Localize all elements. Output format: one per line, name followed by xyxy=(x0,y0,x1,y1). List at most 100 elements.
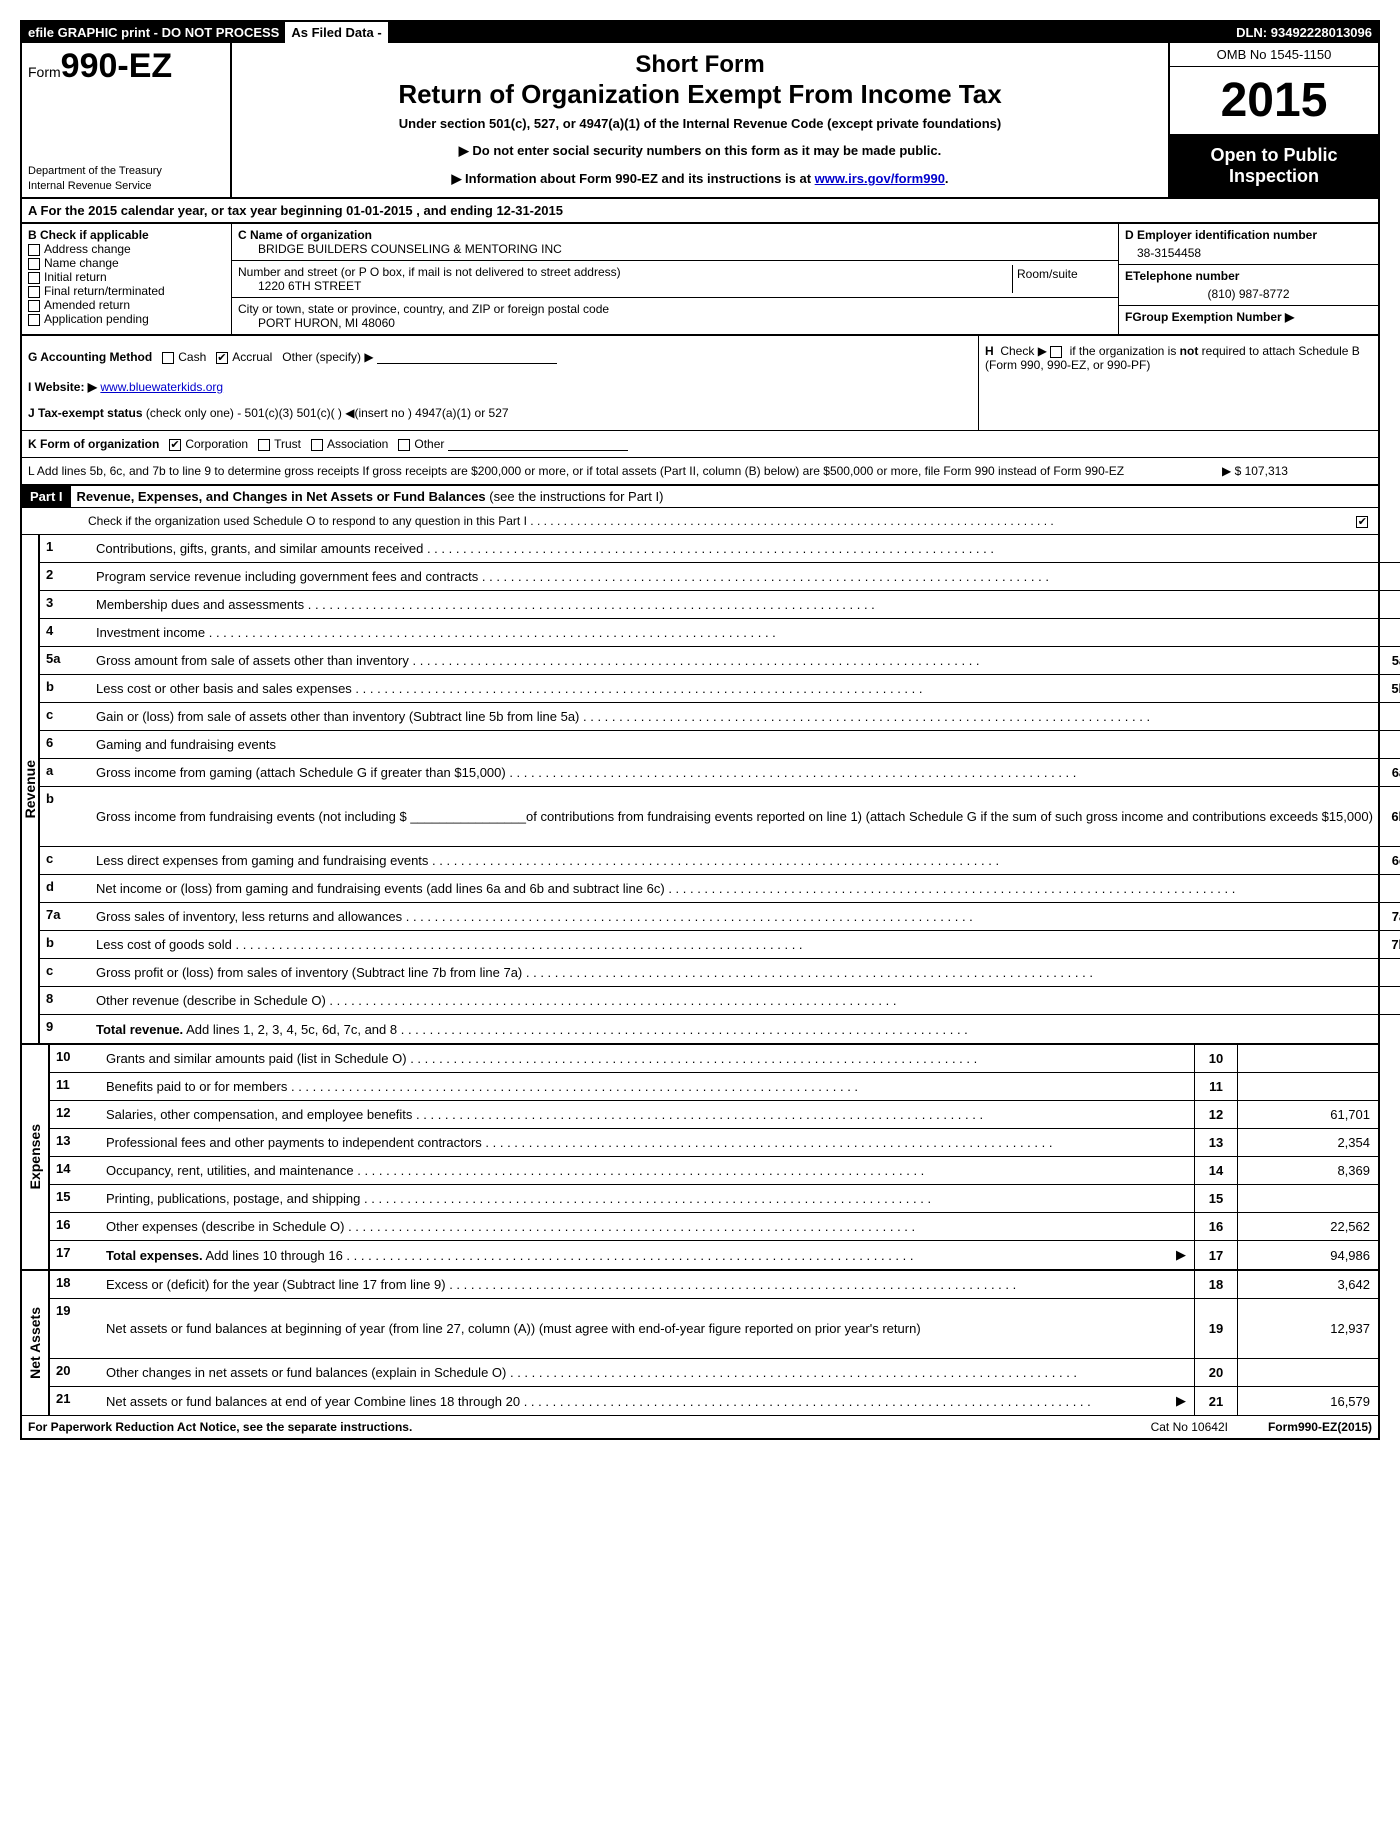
chk-trust[interactable] xyxy=(258,439,270,451)
line-value: 2,354 xyxy=(1238,1129,1378,1156)
line-box-number: 13 xyxy=(1194,1129,1238,1156)
label-other: Other (specify) ▶ xyxy=(282,350,373,364)
table-row: 9Total revenue. Add lines 1, 2, 3, 4, 5c… xyxy=(40,1015,1400,1043)
expenses-section: Expenses 10Grants and similar amounts pa… xyxy=(22,1045,1378,1271)
sub-line-box: 5b xyxy=(1379,675,1400,702)
footer-right: Form990-EZ(2015) xyxy=(1268,1420,1372,1434)
line-number: 16 xyxy=(50,1213,100,1240)
chk-name[interactable]: Name change xyxy=(28,256,225,270)
topbar-spacer xyxy=(390,22,1230,43)
table-row: 6Gaming and fundraising events xyxy=(40,731,1400,759)
table-row: cGain or (loss) from sale of assets othe… xyxy=(40,703,1400,731)
chk-other-org[interactable] xyxy=(398,439,410,451)
line-k: K Form of organization Corporation Trust… xyxy=(22,431,1378,458)
line-number: 7a xyxy=(40,903,90,930)
table-row: aGross income from gaming (attach Schedu… xyxy=(40,759,1400,787)
box-b-title: B Check if applicable xyxy=(28,228,225,242)
room-suite: Room/suite xyxy=(1012,265,1112,293)
part1-title: Revenue, Expenses, and Changes in Net As… xyxy=(77,489,486,504)
line-number: 10 xyxy=(50,1045,100,1072)
city-cell: City or town, state or province, country… xyxy=(232,298,1118,334)
line-desc: Investment income xyxy=(90,619,1400,646)
chk-schedule-o[interactable] xyxy=(1356,516,1368,528)
part1-title-wrap: Revenue, Expenses, and Changes in Net As… xyxy=(71,486,670,507)
irs-link[interactable]: www.irs.gov/form990 xyxy=(815,171,945,186)
line-number: 2 xyxy=(40,563,90,590)
line-value xyxy=(1238,1045,1378,1072)
line-number: c xyxy=(40,703,90,730)
chk-amended[interactable]: Amended return xyxy=(28,298,225,312)
chk-schedule-b[interactable] xyxy=(1050,346,1062,358)
line-box-number: 18 xyxy=(1194,1271,1238,1298)
line-number: 17 xyxy=(50,1241,100,1269)
table-row: 21Net assets or fund balances at end of … xyxy=(50,1387,1378,1415)
header: Form990-EZ Department of the Treasury In… xyxy=(22,43,1378,199)
line-box-number: 16 xyxy=(1194,1213,1238,1240)
footer-cat: Cat No 10642I xyxy=(1111,1420,1268,1434)
line-desc: Gross income from fundraising events (no… xyxy=(90,787,1379,846)
line-desc: Total revenue. Add lines 1, 2, 3, 4, 5c,… xyxy=(90,1015,1400,1043)
line-box-number: 11 xyxy=(1194,1073,1238,1100)
line-number: 3 xyxy=(40,591,90,618)
netassets-lines: 18Excess or (deficit) for the year (Subt… xyxy=(50,1271,1378,1415)
line-number: 4 xyxy=(40,619,90,646)
line-number: c xyxy=(40,959,90,986)
sub-line-box: 7b xyxy=(1379,931,1400,958)
line-number: 5a xyxy=(40,647,90,674)
title2: Return of Organization Exempt From Incom… xyxy=(238,79,1162,110)
chk-accrual[interactable] xyxy=(216,352,228,364)
chk-pending[interactable]: Application pending xyxy=(28,312,225,326)
line-desc: Other expenses (describe in Schedule O) xyxy=(100,1213,1194,1240)
netassets-label: Net Assets xyxy=(22,1271,50,1415)
line-number: 8 xyxy=(40,987,90,1014)
chk-address[interactable]: Address change xyxy=(28,242,225,256)
table-row: 11Benefits paid to or for members11 xyxy=(50,1073,1378,1101)
line-number: 1 xyxy=(40,535,90,562)
line-desc: Salaries, other compensation, and employ… xyxy=(100,1101,1194,1128)
org-name-cell: C Name of organization BRIDGE BUILDERS C… xyxy=(232,224,1118,261)
box-b: B Check if applicable Address change Nam… xyxy=(22,224,232,334)
box-d: D Employer identification number 38-3154… xyxy=(1119,224,1378,265)
line-box-number: 15 xyxy=(1194,1185,1238,1212)
line-number: 19 xyxy=(50,1299,100,1358)
label-k: K Form of organization xyxy=(28,437,159,451)
chk-assoc[interactable] xyxy=(311,439,323,451)
line-value: 94,986 xyxy=(1238,1241,1378,1269)
revenue-label: Revenue xyxy=(22,535,40,1043)
line-number: 14 xyxy=(50,1157,100,1184)
table-row: bLess cost or other basis and sales expe… xyxy=(40,675,1400,703)
footer-left: For Paperwork Reduction Act Notice, see … xyxy=(28,1420,1111,1434)
box-def: D Employer identification number 38-3154… xyxy=(1118,224,1378,334)
line-desc: Gross sales of inventory, less returns a… xyxy=(90,903,1379,930)
chk-cash[interactable] xyxy=(162,352,174,364)
line-desc: Less direct expenses from gaming and fun… xyxy=(90,847,1379,874)
line-number: 15 xyxy=(50,1185,100,1212)
line-box-number: 20 xyxy=(1194,1359,1238,1386)
other-blank[interactable] xyxy=(377,350,557,364)
line-number: d xyxy=(40,875,90,902)
line-value: 8,369 xyxy=(1238,1157,1378,1184)
chk-initial[interactable]: Initial return xyxy=(28,270,225,284)
website-link[interactable]: www.bluewaterkids.org xyxy=(100,380,223,394)
other-org-blank[interactable] xyxy=(448,437,628,451)
line-desc: Net assets or fund balances at beginning… xyxy=(100,1299,1194,1358)
subtitle: Under section 501(c), 527, or 4947(a)(1)… xyxy=(238,116,1162,131)
table-row: 19Net assets or fund balances at beginni… xyxy=(50,1299,1378,1359)
line-a: A For the 2015 calendar year, or tax yea… xyxy=(22,199,1378,224)
part1-header: Part I Revenue, Expenses, and Changes in… xyxy=(22,486,1378,508)
table-row: 2Program service revenue including gover… xyxy=(40,563,1400,591)
label-street: Number and street (or P O box, if mail i… xyxy=(238,265,1012,279)
org-name: BRIDGE BUILDERS COUNSELING & MENTORING I… xyxy=(238,242,1112,256)
line-number: 6 xyxy=(40,731,90,758)
line-value: 61,701 xyxy=(1238,1101,1378,1128)
chk-corp[interactable] xyxy=(169,439,181,451)
line-desc: Gross profit or (loss) from sales of inv… xyxy=(90,959,1400,986)
line-desc: Professional fees and other payments to … xyxy=(100,1129,1194,1156)
line-value xyxy=(1238,1073,1378,1100)
line-j: J Tax-exempt status (check only one) - 5… xyxy=(28,400,972,426)
chk-final[interactable]: Final return/terminated xyxy=(28,284,225,298)
line-desc: Membership dues and assessments xyxy=(90,591,1400,618)
table-row: dNet income or (loss) from gaming and fu… xyxy=(40,875,1400,903)
label-city: City or town, state or province, country… xyxy=(238,302,1112,316)
form-prefix: Form xyxy=(28,64,61,80)
